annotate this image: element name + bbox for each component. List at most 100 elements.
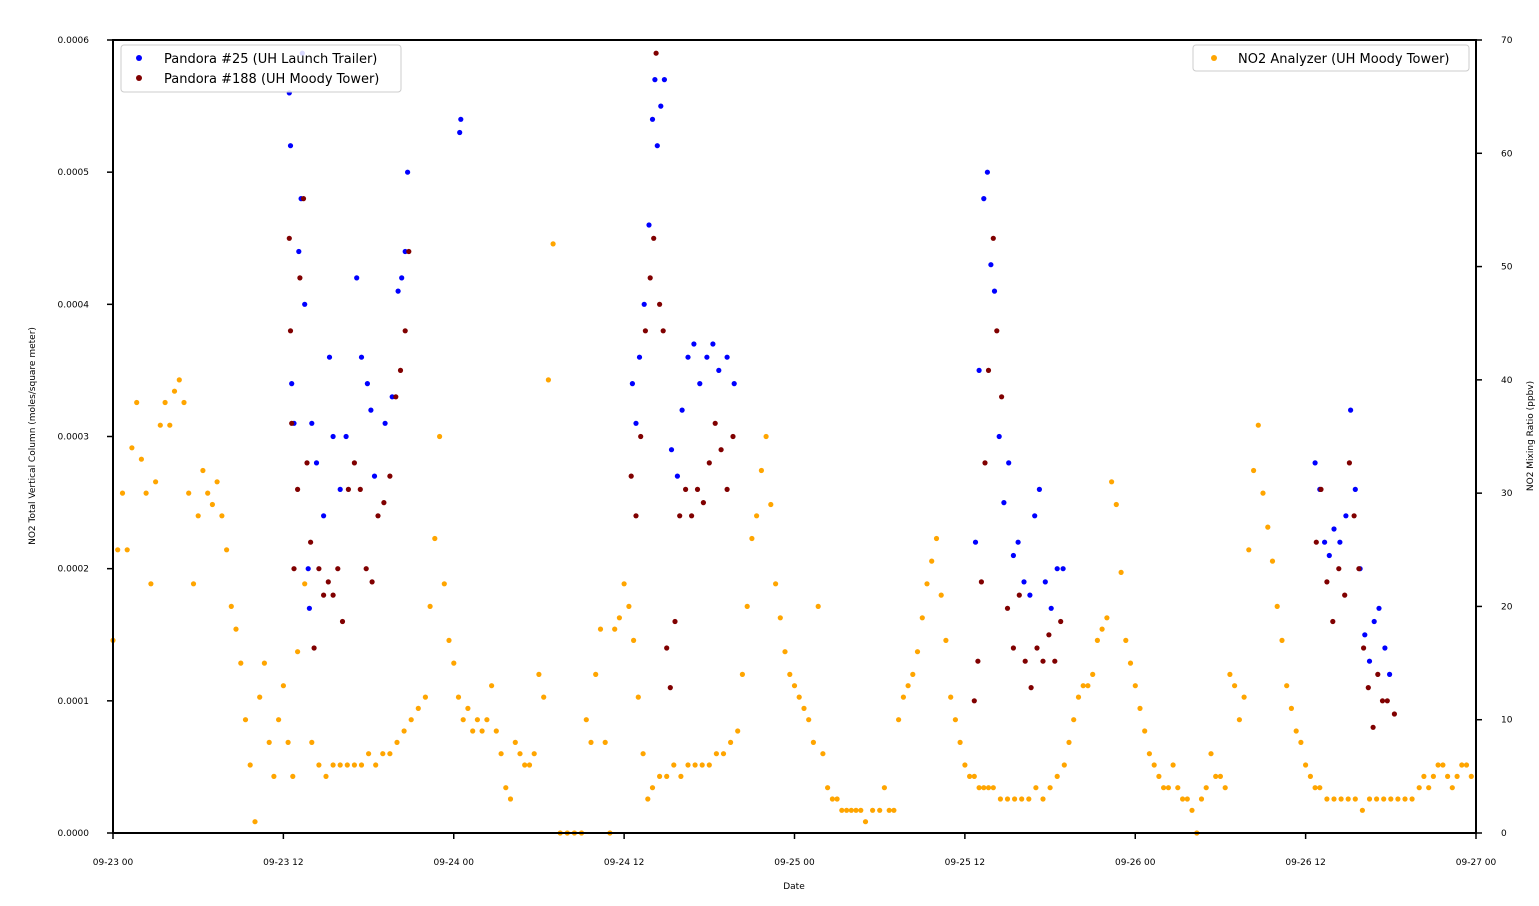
legend-label-pandora-188: Pandora #188 (UH Moody Tower) (164, 72, 379, 87)
point-no2-analyzer-uh-moody-tower (616, 615, 623, 621)
point-no2-analyzer-uh-moody-tower (1151, 762, 1157, 768)
point-pandora-188-uh-moody-tower (1046, 632, 1052, 638)
point-no2-analyzer-uh-moody-tower (796, 694, 802, 700)
point-no2-analyzer-uh-moody-tower (1463, 762, 1470, 768)
point-pandora-25-uh-launch-trailer (405, 169, 411, 175)
point-pandora-25-uh-launch-trailer (1362, 632, 1368, 638)
point-pandora-188-uh-moody-tower (642, 328, 649, 334)
point-pandora-188-uh-moody-tower (1330, 618, 1336, 625)
point-pandora-25-uh-launch-trailer (649, 116, 656, 122)
point-no2-analyzer-uh-moody-tower (252, 819, 258, 825)
point-no2-analyzer-uh-moody-tower (441, 581, 447, 587)
point-pandora-25-uh-launch-trailer (321, 513, 327, 519)
point-no2-analyzer-uh-moody-tower (190, 581, 197, 587)
point-pandora-25-uh-launch-trailer (679, 407, 685, 413)
point-no2-analyzer-uh-moody-tower (541, 694, 547, 700)
point-pandora-188-uh-moody-tower (1375, 671, 1381, 678)
point-pandora-188-uh-moody-tower (335, 566, 341, 572)
point-pandora-25-uh-launch-trailer (1048, 605, 1054, 611)
point-no2-analyzer-uh-moody-tower (839, 807, 845, 813)
point-pandora-25-uh-launch-trailer (1322, 539, 1328, 545)
point-pandora-188-uh-moody-tower (667, 685, 673, 691)
point-no2-analyzer-uh-moody-tower (1260, 490, 1266, 496)
point-no2-analyzer-uh-moody-tower (631, 637, 637, 644)
y-axis-left-title: NO2 Total Vertical Column (moles/square … (28, 327, 38, 545)
point-no2-analyzer-uh-moody-tower (929, 558, 935, 564)
point-no2-analyzer-uh-moody-tower (1449, 785, 1455, 791)
point-no2-analyzer-uh-moody-tower (1307, 773, 1313, 780)
point-pandora-188-uh-moody-tower (1016, 592, 1022, 598)
point-pandora-25-uh-launch-trailer (337, 486, 343, 492)
point-pandora-25-uh-launch-trailer (354, 275, 360, 281)
y-right-tick-label: 20 (1501, 602, 1513, 612)
point-pandora-188-uh-moody-tower (1356, 566, 1362, 572)
point-pandora-25-uh-launch-trailer (731, 381, 737, 387)
point-no2-analyzer-uh-moody-tower (167, 422, 173, 428)
point-pandora-25-uh-launch-trailer (976, 367, 982, 373)
point-pandora-25-uh-launch-trailer (646, 222, 652, 228)
point-pandora-188-uh-moody-tower (1342, 592, 1348, 598)
point-no2-analyzer-uh-moody-tower (891, 807, 897, 813)
point-pandora-25-uh-launch-trailer (1036, 486, 1042, 492)
y-left-tick-label: 0.0005 (58, 168, 90, 178)
point-no2-analyzer-uh-moody-tower (957, 739, 963, 746)
point-no2-analyzer-uh-moody-tower (302, 581, 308, 587)
point-pandora-188-uh-moody-tower (677, 513, 683, 519)
point-no2-analyzer-uh-moody-tower (261, 660, 267, 666)
point-no2-analyzer-uh-moody-tower (938, 592, 944, 598)
point-pandora-188-uh-moody-tower (651, 235, 657, 241)
point-no2-analyzer-uh-moody-tower (791, 683, 798, 689)
point-pandora-25-uh-launch-trailer (1027, 592, 1033, 598)
point-no2-analyzer-uh-moody-tower (1416, 785, 1422, 791)
point-pandora-188-uh-moody-tower (1351, 513, 1357, 519)
point-pandora-188-uh-moody-tower (982, 460, 988, 466)
y-left-tick-label: 0.0000 (58, 829, 90, 839)
legend-left-box (120, 44, 402, 93)
point-no2-analyzer-uh-moody-tower (1381, 796, 1387, 802)
point-pandora-188-uh-moody-tower (628, 473, 634, 479)
point-pandora-25-uh-launch-trailer (305, 566, 311, 572)
point-no2-analyzer-uh-moody-tower (971, 773, 977, 780)
x-tick-label: 09-24 12 (604, 858, 644, 868)
point-pandora-188-uh-moody-tower (724, 486, 730, 492)
point-no2-analyzer-uh-moody-tower (910, 671, 916, 678)
point-no2-analyzer-uh-moody-tower (777, 615, 783, 621)
point-pandora-25-uh-launch-trailer (641, 301, 647, 307)
point-no2-analyzer-uh-moody-tower (735, 728, 741, 734)
point-no2-analyzer-uh-moody-tower (801, 705, 807, 712)
point-pandora-25-uh-launch-trailer (1371, 618, 1377, 625)
point-no2-analyzer-uh-moody-tower (465, 705, 471, 712)
point-no2-analyzer-uh-moody-tower (1468, 773, 1474, 780)
point-no2-analyzer-uh-moody-tower (881, 785, 888, 791)
point-pandora-188-uh-moody-tower (999, 394, 1005, 400)
point-pandora-188-uh-moody-tower (1040, 658, 1046, 664)
y-left-tick-label: 0.0001 (58, 697, 90, 707)
point-pandora-188-uh-moody-tower (1313, 539, 1319, 545)
point-pandora-25-uh-launch-trailer (1348, 407, 1354, 413)
point-pandora-188-uh-moody-tower (712, 420, 718, 426)
x-tick-label: 09-27 00 (1456, 858, 1497, 868)
point-pandora-188-uh-moody-tower (1052, 658, 1058, 664)
point-no2-analyzer-uh-moody-tower (1366, 796, 1373, 802)
legend-marker-no2-analyzer (1211, 55, 1217, 61)
point-no2-analyzer-uh-moody-tower (896, 717, 902, 723)
point-no2-analyzer-uh-moody-tower (1331, 796, 1337, 802)
x-tick-label: 09-26 00 (1115, 858, 1156, 868)
point-no2-analyzer-uh-moody-tower (782, 649, 788, 655)
point-no2-analyzer-uh-moody-tower (550, 241, 556, 247)
point-no2-analyzer-uh-moody-tower (657, 773, 663, 780)
point-pandora-188-uh-moody-tower (1361, 645, 1367, 651)
point-no2-analyzer-uh-moody-tower (853, 807, 859, 813)
x-tick-label: 09-25 12 (945, 858, 985, 868)
point-no2-analyzer-uh-moody-tower (1217, 773, 1223, 780)
point-no2-analyzer-uh-moody-tower (1019, 796, 1025, 802)
point-no2-analyzer-uh-moody-tower (507, 796, 514, 802)
point-no2-analyzer-uh-moody-tower (943, 637, 949, 644)
point-pandora-25-uh-launch-trailer (368, 407, 374, 413)
point-no2-analyzer-uh-moody-tower (1026, 796, 1032, 802)
point-no2-analyzer-uh-moody-tower (1317, 785, 1323, 791)
point-no2-analyzer-uh-moody-tower (422, 694, 428, 700)
point-pandora-25-uh-launch-trailer (343, 433, 349, 440)
point-no2-analyzer-uh-moody-tower (1080, 683, 1086, 689)
point-no2-analyzer-uh-moody-tower (451, 660, 457, 666)
